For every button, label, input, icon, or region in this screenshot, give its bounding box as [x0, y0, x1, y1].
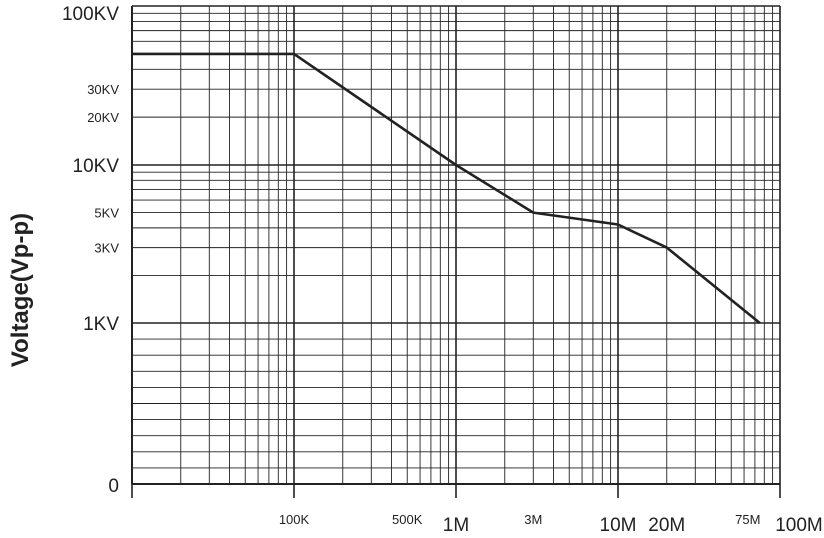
y-tick-label: 30KV — [87, 82, 119, 97]
y-tick-label: 10KV — [73, 156, 120, 177]
y-tick-label: 3KV — [94, 241, 119, 256]
x-tick-label: 500K — [392, 512, 423, 527]
y-tick-label: 100KV — [62, 4, 119, 25]
x-tick-label: 1M — [443, 515, 469, 536]
x-tick-label: 10M — [600, 515, 637, 536]
y-tick-label: 0 — [108, 476, 119, 497]
y-axis-label: Voltage(Vp-p) — [7, 213, 34, 367]
chart-grid — [131, 5, 781, 484]
x-tick-label: 3M — [524, 512, 542, 527]
x-tick-label: 20M — [648, 515, 685, 536]
y-tick-label: 1KV — [83, 314, 119, 335]
y-tick-label: 5KV — [94, 206, 119, 221]
x-tick-labels: 100K 500K 1M 3M 10M 20M 75M 100M — [279, 512, 823, 536]
x-tick-label: 100K — [279, 512, 310, 527]
chart-axes — [131, 6, 781, 498]
series-line — [132, 52, 761, 325]
x-tick-label: 75M — [735, 512, 760, 527]
chart-series — [132, 52, 761, 325]
y-tick-labels: 100KV 30KV 20KV 10KV 5KV 3KV 1KV 0 — [62, 4, 119, 497]
x-tick-label: 100M — [775, 515, 823, 536]
y-tick-label: 20KV — [87, 110, 119, 125]
